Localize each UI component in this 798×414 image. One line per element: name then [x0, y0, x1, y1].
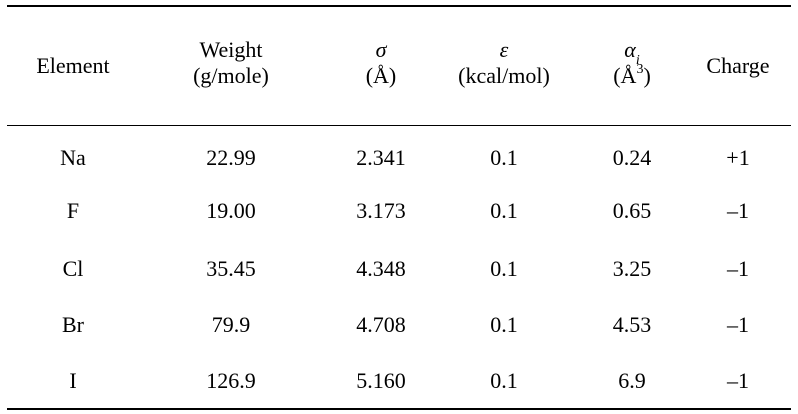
cell-alpha: 3.25 [612, 256, 652, 281]
cell-weight: 35.45 [206, 256, 256, 281]
table-bottom-rule [7, 408, 791, 410]
table-top-rule [7, 5, 791, 7]
cell-charge: –1 [727, 368, 749, 393]
cell-weight: 19.00 [206, 198, 256, 223]
header-alpha-symbol-line: αi [572, 37, 692, 68]
cell-weight: 22.99 [206, 145, 256, 170]
cell-epsilon: 0.1 [490, 145, 518, 170]
cell-sigma: 3.173 [356, 198, 406, 223]
header-sigma-symbol: σ [375, 37, 387, 62]
header-epsilon-symbol: ε [499, 37, 509, 62]
header-weight: Weight (g/mole) [156, 37, 306, 89]
header-alpha-unit-close: ) [643, 63, 651, 88]
cell-epsilon: 0.1 [490, 312, 518, 337]
header-weight-unit: (g/mole) [193, 63, 269, 88]
header-alpha-unit-open: (Å [613, 63, 637, 88]
header-charge: Charge [706, 53, 770, 78]
cell-charge: +1 [726, 145, 750, 170]
cell-element: Na [60, 145, 86, 170]
cell-alpha: 4.53 [612, 312, 652, 337]
cell-charge: –1 [727, 256, 749, 281]
cell-alpha: 0.24 [612, 145, 652, 170]
table-header-rule [7, 125, 791, 126]
cell-element: Cl [62, 256, 84, 281]
header-epsilon-unit: (kcal/mol) [458, 63, 550, 88]
header-element: Element [36, 53, 110, 78]
header-sigma: σ (Å) [316, 37, 446, 89]
cell-element: F [66, 198, 80, 223]
cell-charge: –1 [727, 312, 749, 337]
header-epsilon: ε (kcal/mol) [436, 37, 572, 89]
header-sigma-unit: (Å) [365, 63, 397, 88]
cell-alpha: 6.9 [618, 368, 646, 393]
cell-sigma: 4.348 [356, 256, 406, 281]
header-alpha-unit-line: (Å3) [572, 61, 692, 89]
cell-element: I [69, 368, 77, 393]
cell-sigma: 2.341 [356, 145, 406, 170]
cell-epsilon: 0.1 [490, 198, 518, 223]
header-weight-label: Weight [199, 37, 263, 62]
header-alpha-symbol: α [624, 37, 636, 62]
cell-epsilon: 0.1 [490, 368, 518, 393]
cell-weight: 79.9 [211, 312, 251, 337]
cell-sigma: 5.160 [356, 368, 406, 393]
cell-sigma: 4.708 [356, 312, 406, 337]
cell-element: Br [62, 312, 84, 337]
cell-epsilon: 0.1 [490, 256, 518, 281]
header-alpha-subscript: i [635, 53, 640, 69]
header-alpha-unit-superscript: 3 [636, 61, 644, 77]
cell-alpha: 0.65 [612, 198, 652, 223]
cell-charge: –1 [727, 198, 749, 223]
header-alpha: αi (Å3) [572, 37, 692, 89]
cell-weight: 126.9 [206, 368, 256, 393]
